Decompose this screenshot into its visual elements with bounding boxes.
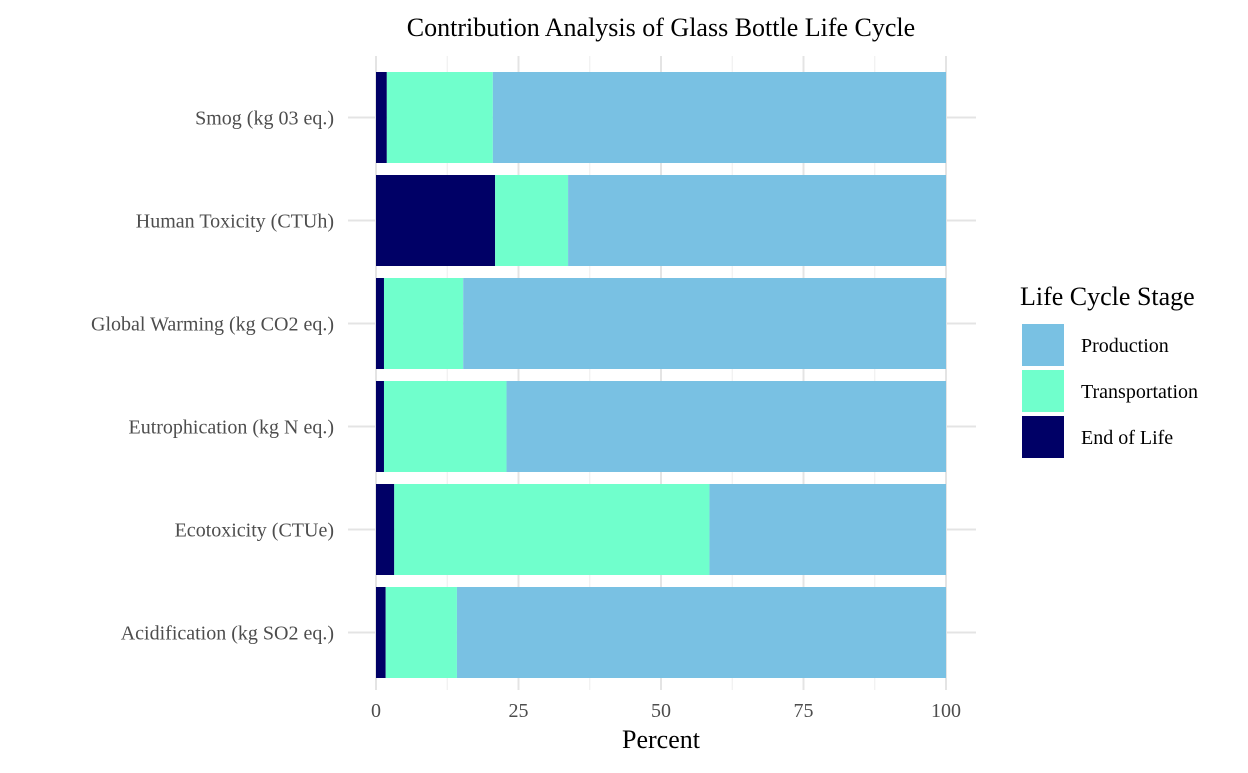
legend-swatch [1022, 324, 1064, 366]
bar-segment: Ecotoxicity (CTUe) — End of Life: 3.2 [376, 484, 395, 575]
x-axis-labels: 0 25 50 75 100 [371, 700, 961, 722]
bar-segment: Smog (kg 03 eq.) — End of Life: 1.9 [376, 72, 387, 163]
x-tick-label: 25 [509, 700, 529, 722]
legend-title: Life Cycle Stage [1020, 282, 1195, 311]
bar-segment: Acidification (kg SO2 eq.) — Production:… [456, 587, 946, 678]
legend: Life Cycle Stage Production Transportatio… [1020, 282, 1198, 458]
x-axis-title: Percent [622, 725, 701, 754]
bar-segment: Global Warming (kg CO2 eq.) — End of Lif… [376, 278, 384, 369]
bar-segment: Global Warming (kg CO2 eq.) — Production… [463, 278, 946, 369]
x-tick-label: 0 [371, 700, 381, 722]
bar-segment: Human Toxicity (CTUh) — Production: 66.3 [568, 175, 946, 266]
bar-segment: Smog (kg 03 eq.) — Production: 79.5 [492, 72, 946, 163]
y-tick-label: Ecotoxicity (CTUe) [175, 520, 334, 542]
bar-segment: Acidification (kg SO2 eq.) — Transportat… [385, 587, 457, 678]
legend-label: Production [1081, 335, 1169, 357]
bar-segment: Ecotoxicity (CTUe) — Production: 41.5 [709, 484, 946, 575]
legend-swatch [1022, 370, 1064, 412]
bar-segment: Eutrophication (kg N eq.) — Transportati… [383, 381, 507, 472]
bar-segment: Eutrophication (kg N eq.) — Production: … [506, 381, 946, 472]
bar-segment: Acidification (kg SO2 eq.) — End of Life… [376, 587, 386, 678]
bar-segment: Smog (kg 03 eq.) — Transportation: 18.6 [386, 72, 493, 163]
y-axis-labels: Smog (kg 03 eq.) Human Toxicity (CTUh) Glo… [91, 108, 334, 645]
x-tick-label: 50 [651, 700, 671, 722]
legend-swatch [1022, 416, 1064, 458]
x-tick-label: 75 [794, 700, 814, 722]
x-tick-label: 100 [931, 700, 961, 722]
y-tick-label: Acidification (kg SO2 eq.) [121, 623, 334, 645]
bar-segment: Eutrophication (kg N eq.) — End of Life:… [376, 381, 384, 472]
y-tick-label: Global Warming (kg CO2 eq.) [91, 314, 334, 336]
bars: Smog (kg 03 eq.) — End of Life: 1.9Smog … [376, 72, 946, 678]
y-tick-label: Eutrophication (kg N eq.) [129, 417, 335, 439]
bar-segment: Ecotoxicity (CTUe) — Transportation: 55.… [394, 484, 710, 575]
y-tick-label: Human Toxicity (CTUh) [136, 211, 334, 233]
bar-segment: Human Toxicity (CTUh) — Transportation: … [495, 175, 569, 266]
chart-title: Contribution Analysis of Glass Bottle Li… [407, 13, 915, 42]
legend-label: Transportation [1081, 381, 1198, 403]
legend-label: End of Life [1081, 427, 1173, 449]
y-tick-label: Smog (kg 03 eq.) [195, 108, 334, 130]
bar-segment: Global Warming (kg CO2 eq.) — Transporta… [383, 278, 464, 369]
bar-segment: Human Toxicity (CTUh) — End of Life: 20.… [376, 175, 496, 266]
